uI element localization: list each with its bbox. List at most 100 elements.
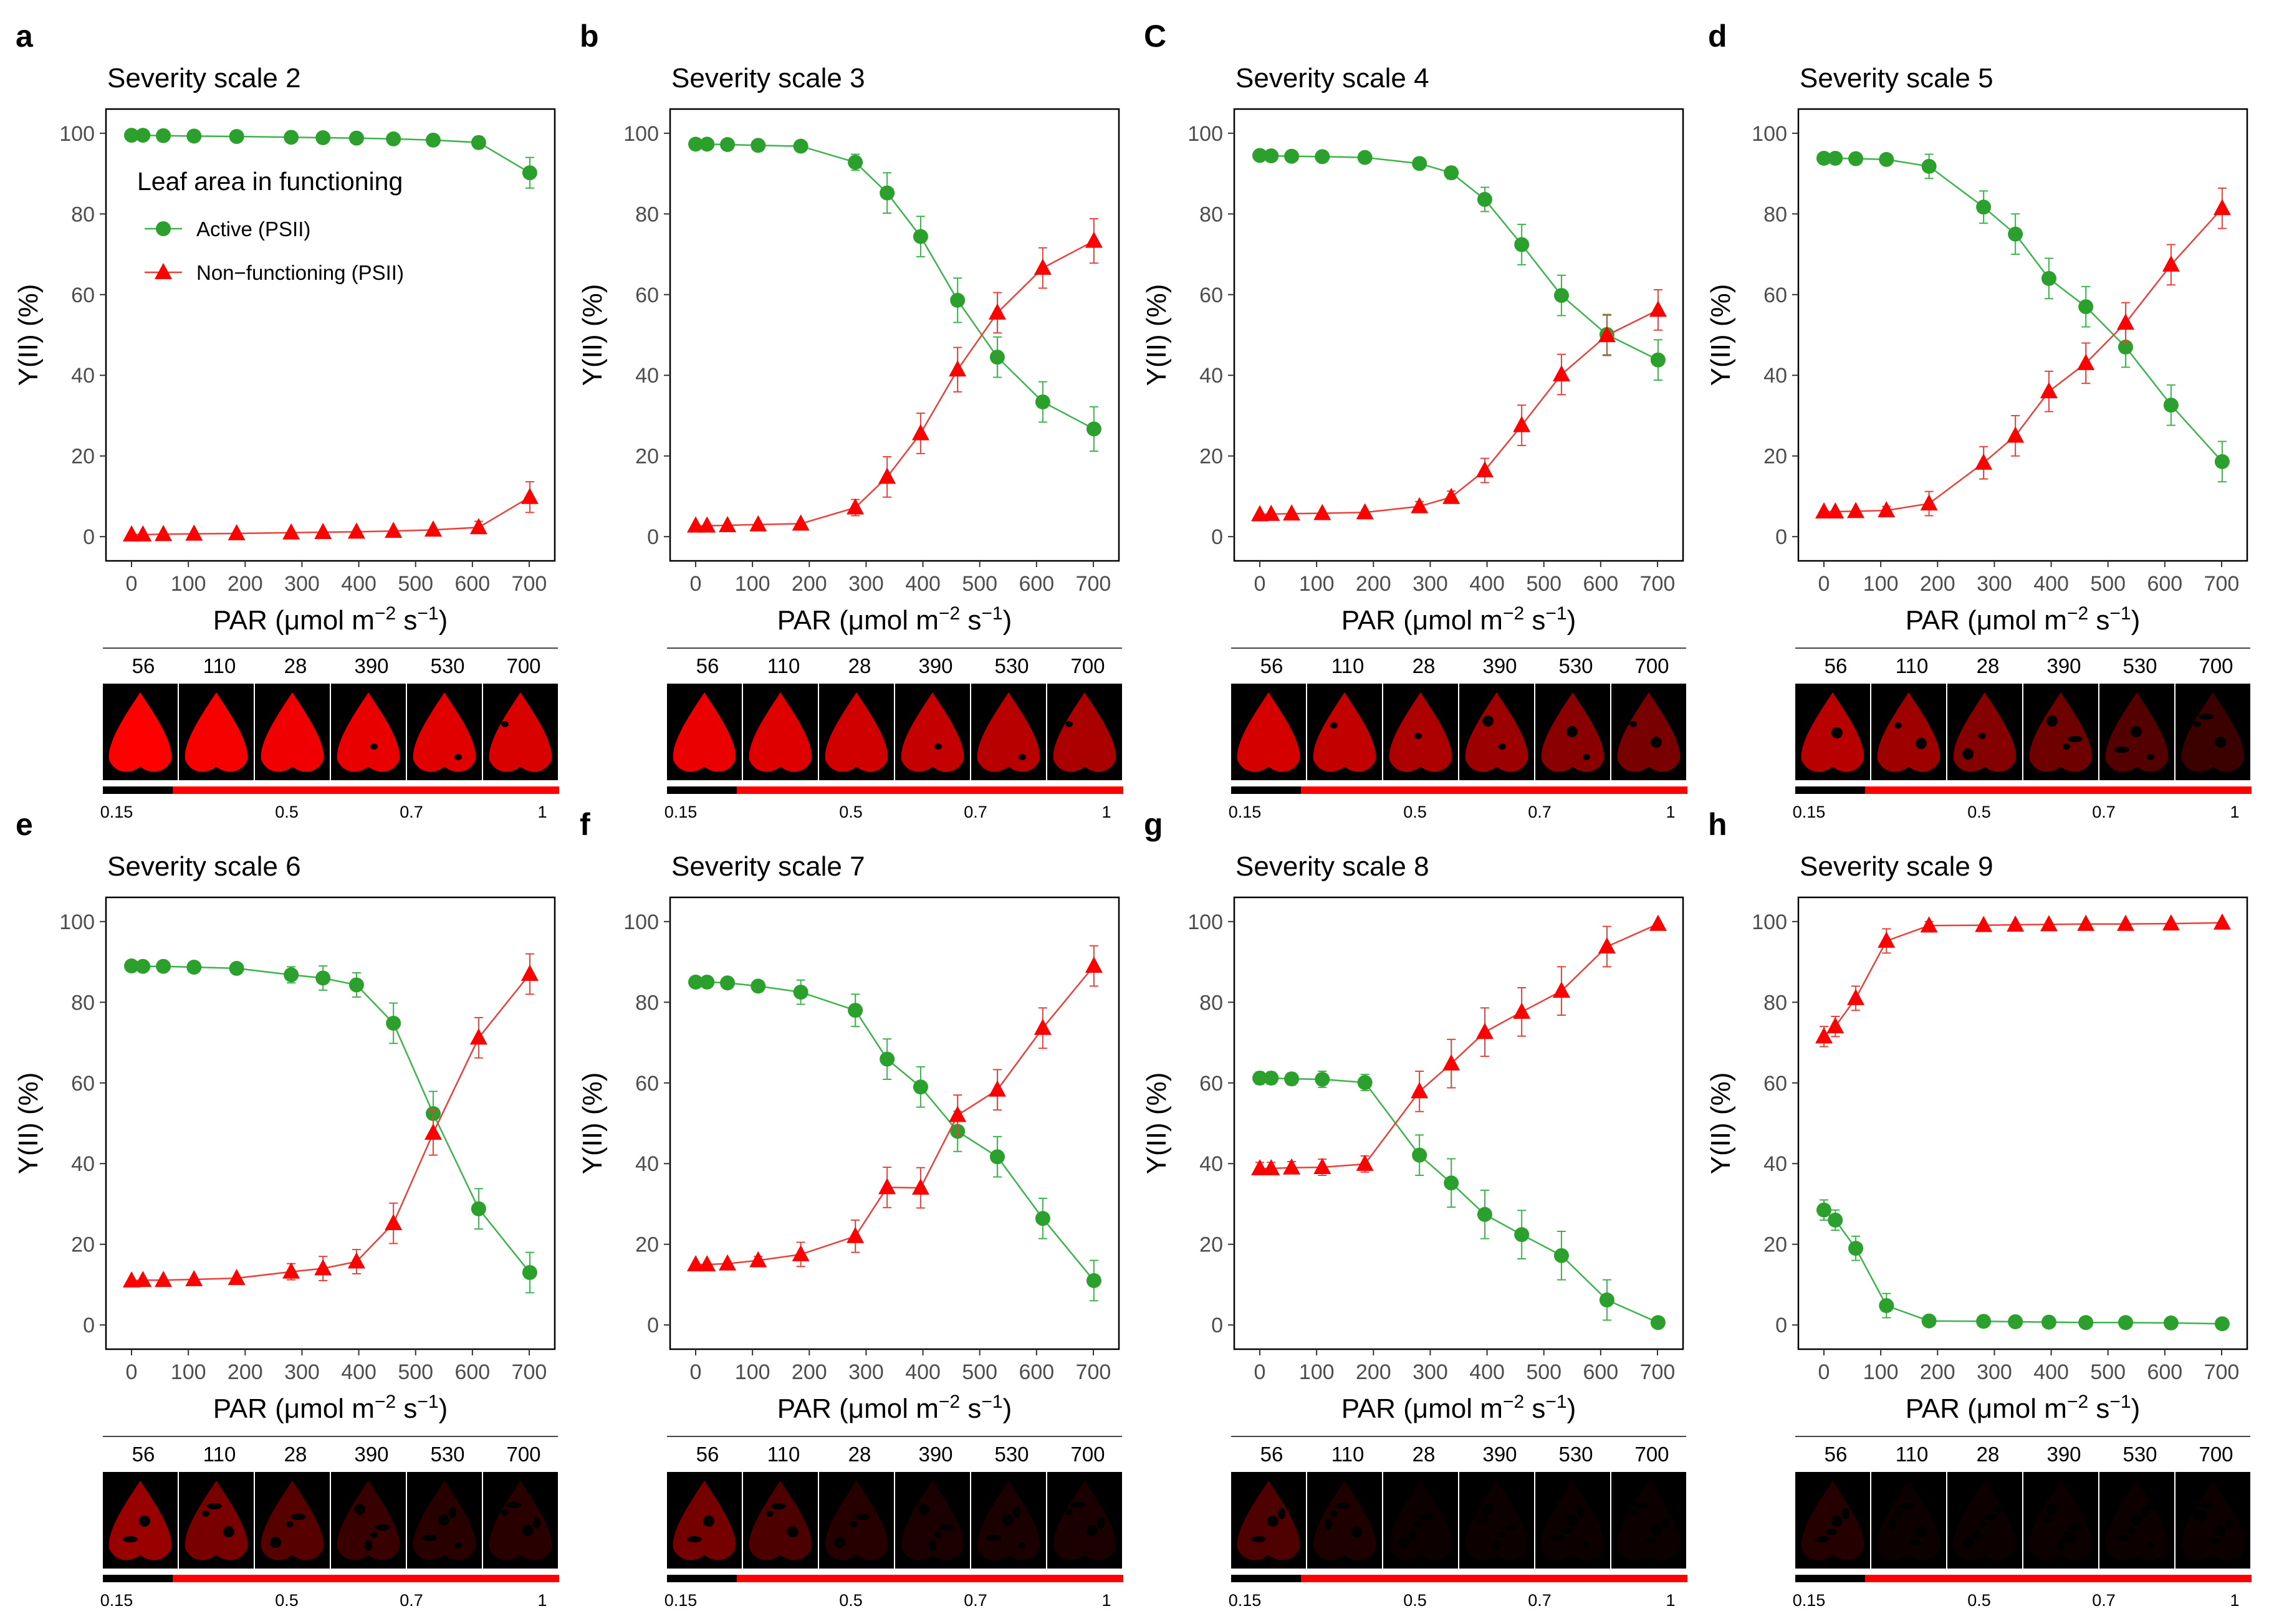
x-tick-label: 200 — [1920, 1360, 1955, 1384]
leaf-shape — [1465, 692, 1528, 772]
active-point — [1252, 1071, 1268, 1086]
y-tick-label: 100 — [59, 910, 95, 934]
leaf-lesion — [687, 1536, 702, 1542]
x-tick-label: 100 — [171, 1360, 206, 1384]
nonfunctioning-point — [1552, 982, 1570, 998]
active-point — [386, 1015, 401, 1031]
leaf-lesion — [834, 1537, 845, 1548]
active-point — [1828, 150, 1843, 166]
x-axis-label-part: ) — [1567, 605, 1576, 636]
leaf-image-label: 390 — [2046, 1443, 2081, 1466]
nonfunctioning-point — [719, 1254, 737, 1271]
x-tick-label: 100 — [1299, 572, 1335, 596]
leaf-lesion — [2215, 1525, 2226, 1536]
leaf-shape — [901, 692, 964, 772]
y-tick-label: 40 — [635, 364, 659, 388]
leaf-lesion — [1267, 1516, 1278, 1527]
plot-frame — [669, 896, 1120, 1350]
x-axis-label-part: PAR (μmol m — [213, 1393, 375, 1424]
panel-letter: e — [16, 807, 33, 842]
active-point — [1848, 151, 1864, 166]
active-point — [471, 1201, 486, 1216]
active-point — [1357, 150, 1373, 165]
x-tick-label: 200 — [228, 1360, 263, 1384]
y-axis-label: Y(II) (%) — [577, 284, 608, 386]
nonfunctioning-point — [1475, 1023, 1494, 1039]
leaf-image-label: 110 — [1896, 654, 1929, 677]
leaf-image-label: 530 — [994, 1443, 1029, 1466]
nonfunctioning-point — [1920, 494, 1938, 511]
leaf-lesion — [1330, 722, 1338, 728]
y-axis-label: Y(II) (%) — [13, 1072, 44, 1175]
leaf-image-label: 700 — [1070, 1443, 1105, 1466]
leaf-lesion — [1419, 1514, 1434, 1520]
y-axis-label: Y(II) (%) — [1141, 284, 1172, 386]
x-axis-label: PAR (μmol m−2 s−1) — [777, 1392, 1012, 1424]
active-point — [2163, 1315, 2179, 1330]
nonfunctioning-point — [155, 1271, 173, 1287]
active-point — [688, 136, 704, 152]
leaf-image-label: 110 — [1896, 1443, 1929, 1466]
y-tick-label: 80 — [1763, 203, 1787, 226]
leaf-image-label: 56 — [1825, 1443, 1848, 1466]
active-point — [1252, 148, 1268, 163]
leaf-strip: 56 110 28 390 530 700 0.15 0.5 0.7 1 — [1229, 654, 1687, 821]
colorbar-tick-label: 1 — [2230, 1591, 2239, 1610]
x-tick-label: 700 — [1640, 572, 1676, 596]
active-point — [522, 165, 537, 181]
leaf-lesion — [986, 1535, 1001, 1541]
nonfunctioning-point — [1598, 937, 1616, 953]
leaf-lesion — [1984, 1514, 1998, 1520]
y-tick-label: 100 — [1752, 122, 1787, 146]
plot-frame — [1797, 896, 2248, 1350]
x-tick-label: 300 — [1413, 572, 1448, 596]
nonfunctioning-point — [749, 515, 767, 532]
leaf-lesion — [2131, 726, 2142, 737]
panel-letter: b — [580, 19, 599, 54]
leaf-lesion — [1002, 1514, 1014, 1526]
colorbar-tick-label: 0.15 — [1793, 1591, 1826, 1610]
leaf-strip: 56 110 28 390 530 700 0.15 0.5 0.7 1 — [100, 654, 559, 821]
leaf-shape — [337, 1481, 400, 1560]
leaf-lesion — [2057, 1540, 2065, 1551]
leaf-lesion — [1815, 1536, 1830, 1542]
leaf-lesion — [2068, 736, 2083, 742]
leaf-lesion — [533, 1517, 540, 1529]
leaf-image-label: 530 — [994, 654, 1029, 677]
active-point — [124, 958, 140, 974]
y-tick-label: 100 — [1187, 910, 1223, 934]
active-point — [156, 128, 171, 143]
x-axis-label: PAR (μmol m−2 s−1) — [777, 603, 1012, 636]
nonfunctioning-point — [949, 360, 967, 377]
leaf-lesion — [1335, 1503, 1350, 1509]
leaf-shape — [825, 692, 888, 772]
leaf-shape — [1617, 1481, 1681, 1560]
panel-letter: C — [1144, 19, 1166, 54]
leaf-image-label: 700 — [2199, 1443, 2233, 1466]
plot-frame — [1797, 108, 2248, 562]
leaf-image-label: 110 — [1331, 1443, 1365, 1466]
active-point — [1086, 1273, 1101, 1288]
active-point — [315, 970, 331, 986]
y-tick-label: 0 — [1211, 525, 1223, 549]
leaf-image-label: 56 — [1825, 654, 1848, 677]
plot-frame — [105, 108, 556, 562]
nonfunctioning-point — [2162, 255, 2180, 272]
y-tick-label: 40 — [1763, 1152, 1787, 1176]
nonfunctioning-point — [520, 487, 539, 504]
nonfunctioning-point — [1251, 1159, 1269, 1175]
legend-active-marker — [156, 221, 171, 236]
nonfunctioning-point — [134, 525, 152, 542]
nonfunctioning-point — [185, 524, 203, 541]
leaf-lesion — [2062, 1532, 2077, 1544]
nonfunctioning-point — [1826, 1017, 1844, 1034]
legend-nonfunctioning-marker — [155, 263, 172, 279]
leaf-image-tile — [895, 1472, 970, 1569]
colorbar-tick-label: 0.7 — [1528, 803, 1552, 821]
leaf-lesion — [1097, 1517, 1105, 1529]
x-axis-label: PAR (μmol m−2 s−1) — [1906, 1392, 2141, 1424]
x-tick-label: 200 — [792, 572, 827, 596]
leaf-shape — [1237, 692, 1300, 772]
leaf-lesion — [2199, 1502, 2214, 1508]
active-point — [2008, 1314, 2023, 1329]
